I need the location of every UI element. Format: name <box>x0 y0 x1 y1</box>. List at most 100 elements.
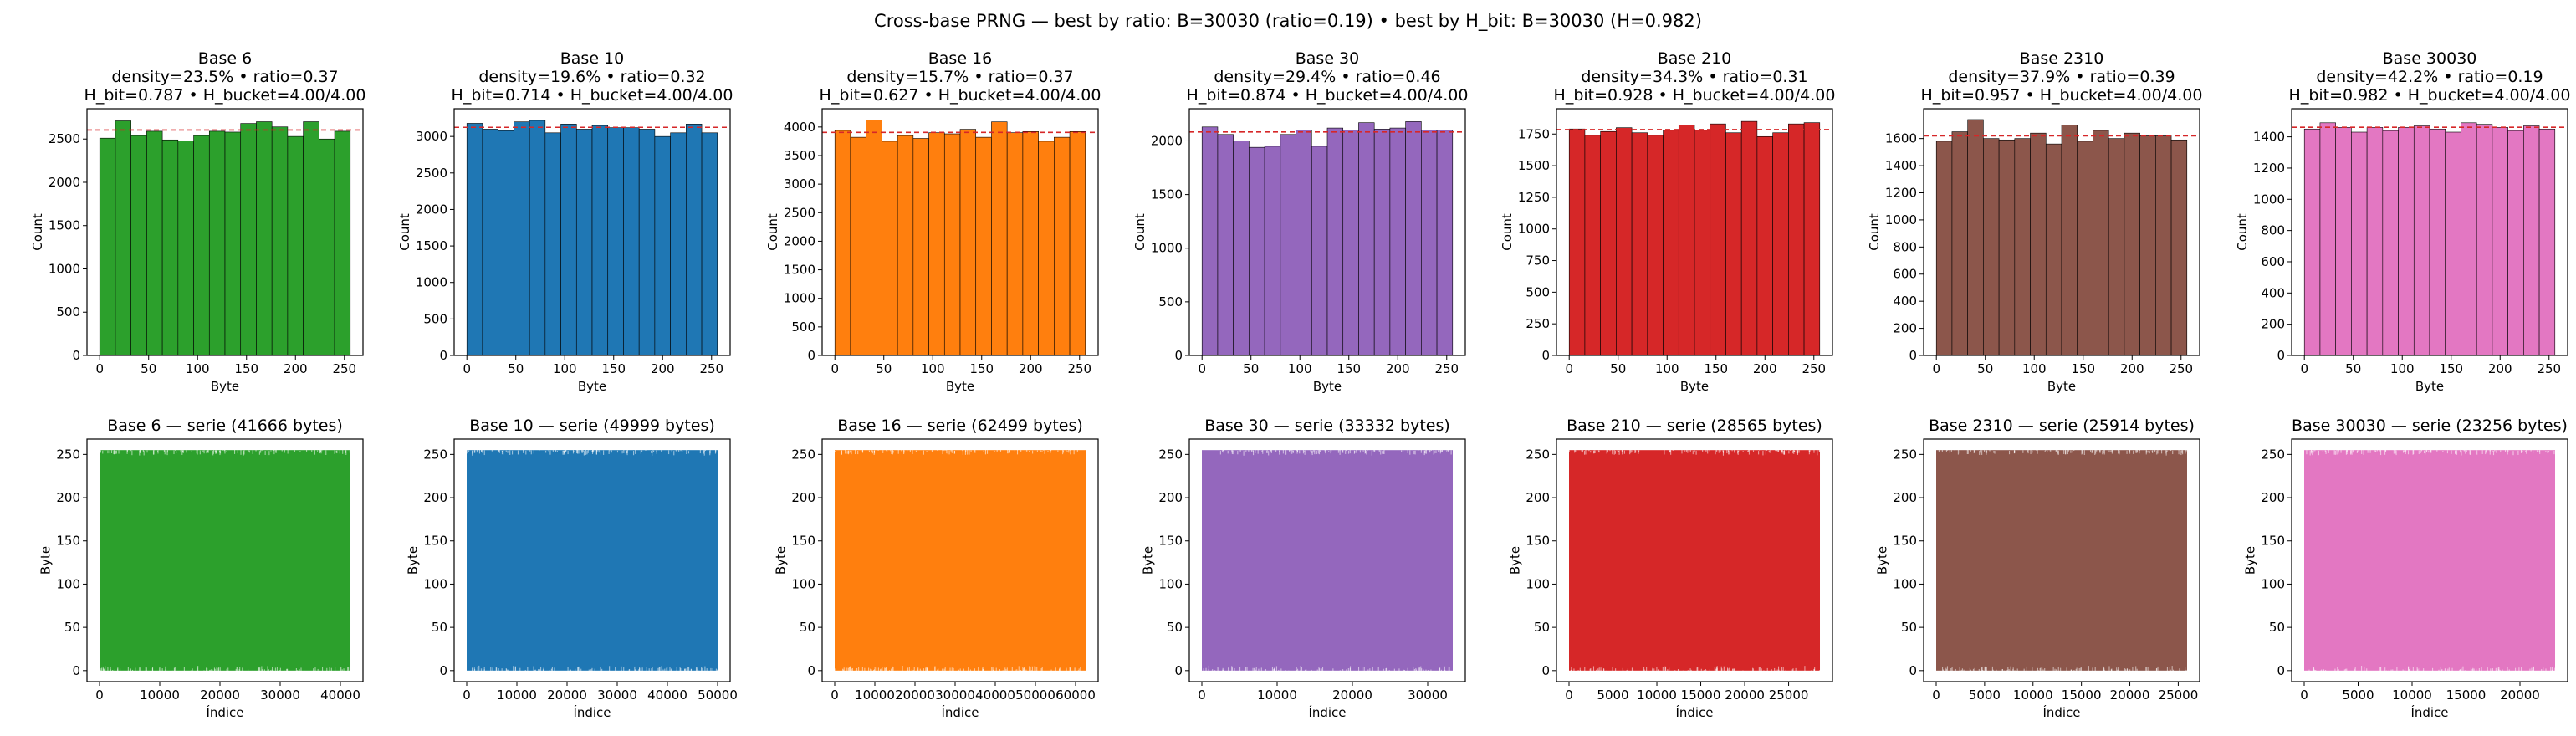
histogram-bar <box>466 123 483 356</box>
x-tick-label: 0 <box>1198 687 1206 703</box>
y-tick-label: 1750 <box>1518 126 1550 141</box>
histogram-bar <box>2139 135 2156 356</box>
panel-title-line: density=23.5% • ratio=0.37 <box>111 68 338 86</box>
x-tick-label: 100 <box>1655 361 1679 376</box>
x-tick-label: 50 <box>141 361 156 376</box>
y-tick-label: 1000 <box>2253 192 2285 207</box>
x-axis-label: Índice <box>1308 704 1346 720</box>
histogram-bar <box>975 136 992 356</box>
panel-title: Base 10 — serie (49999 bytes) <box>469 417 715 435</box>
histogram-bar <box>1600 130 1617 356</box>
histogram-bar <box>2170 139 2188 356</box>
y-tick-label: 3000 <box>416 129 447 144</box>
x-tick-label: 30000 <box>935 687 975 703</box>
y-tick-label: 0 <box>1909 663 1917 678</box>
y-tick-label: 200 <box>2261 490 2285 505</box>
x-tick-label: 15000 <box>1681 687 1721 703</box>
x-tick-label: 200 <box>2488 361 2512 376</box>
y-tick-label: 1400 <box>2253 130 2285 145</box>
y-tick-label: 250 <box>2261 447 2285 462</box>
y-axis-label: Byte <box>2243 546 2258 575</box>
histogram-bar <box>2335 127 2352 356</box>
y-tick-label: 4000 <box>784 120 815 135</box>
y-tick-label: 1600 <box>1885 131 1917 146</box>
series-line-texture <box>1938 449 2187 672</box>
histogram-bar <box>607 127 624 356</box>
histogram-bar <box>115 120 131 356</box>
y-tick-label: 1200 <box>1885 185 1917 200</box>
histogram-bar <box>2429 128 2446 356</box>
histogram-bar <box>1740 120 1758 356</box>
x-tick-label: 50000 <box>698 687 738 703</box>
series-line-texture <box>1568 449 1821 672</box>
histogram-bar <box>1788 123 1805 356</box>
histogram-bar <box>897 135 914 356</box>
series-panel-7: Base 30030 — serie (23256 bytes) 0 5000 100… <box>2243 417 2568 720</box>
panel-title: Base 6 density=23.5% • ratio=0.37 H_bit=0.… <box>84 49 366 105</box>
x-tick-label: 25000 <box>1769 687 1809 703</box>
y-tick-label: 2500 <box>49 131 80 146</box>
y-tick-label: 250 <box>1526 316 1550 331</box>
histogram-bar <box>256 121 273 356</box>
y-tick-label: 100 <box>56 576 80 591</box>
histogram-bar <box>591 125 609 356</box>
y-tick-label: 0 <box>807 663 815 678</box>
axes-frame <box>1188 438 1466 682</box>
series-line-texture <box>834 449 1081 672</box>
x-tick-label: 100 <box>186 361 210 376</box>
y-axis-label: Byte <box>1141 546 1156 575</box>
x-tick-label: 250 <box>2537 361 2561 376</box>
histogram-bar <box>224 131 242 356</box>
histogram-bar <box>2538 128 2556 356</box>
y-tick-label: 1000 <box>784 291 815 306</box>
y-axis-label: Count <box>765 213 780 251</box>
panel-title: Base 30030 density=42.2% • ratio=0.19 H_bi… <box>2289 49 2571 105</box>
axes-frame <box>86 108 364 356</box>
series-density-band <box>99 450 351 671</box>
histogram-bar <box>1631 132 1648 356</box>
histogram-bar <box>638 129 656 356</box>
x-tick-label: 0 <box>463 361 471 376</box>
x-tick-label: 100 <box>921 361 945 376</box>
histogram-bar <box>2093 130 2109 356</box>
y-axis-label: Byte <box>406 546 421 575</box>
y-tick-label: 250 <box>791 447 815 462</box>
y-tick-label: 1500 <box>1518 158 1550 173</box>
histogram-bar <box>482 129 498 356</box>
x-tick-label: 10000 <box>140 687 180 703</box>
panel-title-line: Base 2310 — serie (25914 bytes) <box>1929 417 2195 435</box>
histogram-bar <box>2492 127 2508 356</box>
histogram-bar <box>2319 122 2336 356</box>
x-tick-label: 50000 <box>1015 687 1055 703</box>
x-tick-label: 40000 <box>647 687 687 703</box>
x-axis-label: Índice <box>206 704 243 720</box>
panel-title-line: H_bit=0.787 • H_bucket=4.00/4.00 <box>84 86 366 105</box>
panel-title-line: density=37.9% • ratio=0.39 <box>1948 68 2175 86</box>
y-tick-label: 0 <box>72 663 80 678</box>
x-axis-label: Índice <box>573 704 611 720</box>
histogram-bar <box>1951 131 1968 356</box>
histogram-panel-3: Base 16 density=15.7% • ratio=0.37 H_bit=0… <box>765 49 1101 394</box>
x-tick-label: 200 <box>1753 361 1777 376</box>
x-tick-label: 50 <box>1610 361 1626 376</box>
panel-title: Base 16 — serie (62499 bytes) <box>837 417 1083 435</box>
panel-title: Base 2310 density=37.9% • ratio=0.39 H_bit… <box>1921 49 2203 105</box>
x-tick-label: 50 <box>508 361 524 376</box>
y-tick-label: 250 <box>423 447 447 462</box>
series-density-band <box>467 450 718 671</box>
histogram-bar <box>1069 131 1086 356</box>
axes-frame <box>821 108 1099 356</box>
panel-title: Base 210 — serie (28565 bytes) <box>1567 417 1822 435</box>
x-tick-label: 200 <box>284 361 308 376</box>
histogram-bar <box>670 132 687 356</box>
x-tick-label: 100 <box>2390 361 2415 376</box>
series-density-band <box>1568 450 1821 671</box>
histogram-bar <box>303 121 319 356</box>
y-tick-label: 150 <box>791 534 815 549</box>
histogram-bar <box>146 130 163 356</box>
histogram-bar <box>959 129 977 356</box>
histogram-bar <box>1568 128 1586 356</box>
x-tick-label: 5000 <box>2342 687 2374 703</box>
y-tick-label: 2000 <box>49 175 80 190</box>
histogram-bar <box>1421 130 1438 356</box>
